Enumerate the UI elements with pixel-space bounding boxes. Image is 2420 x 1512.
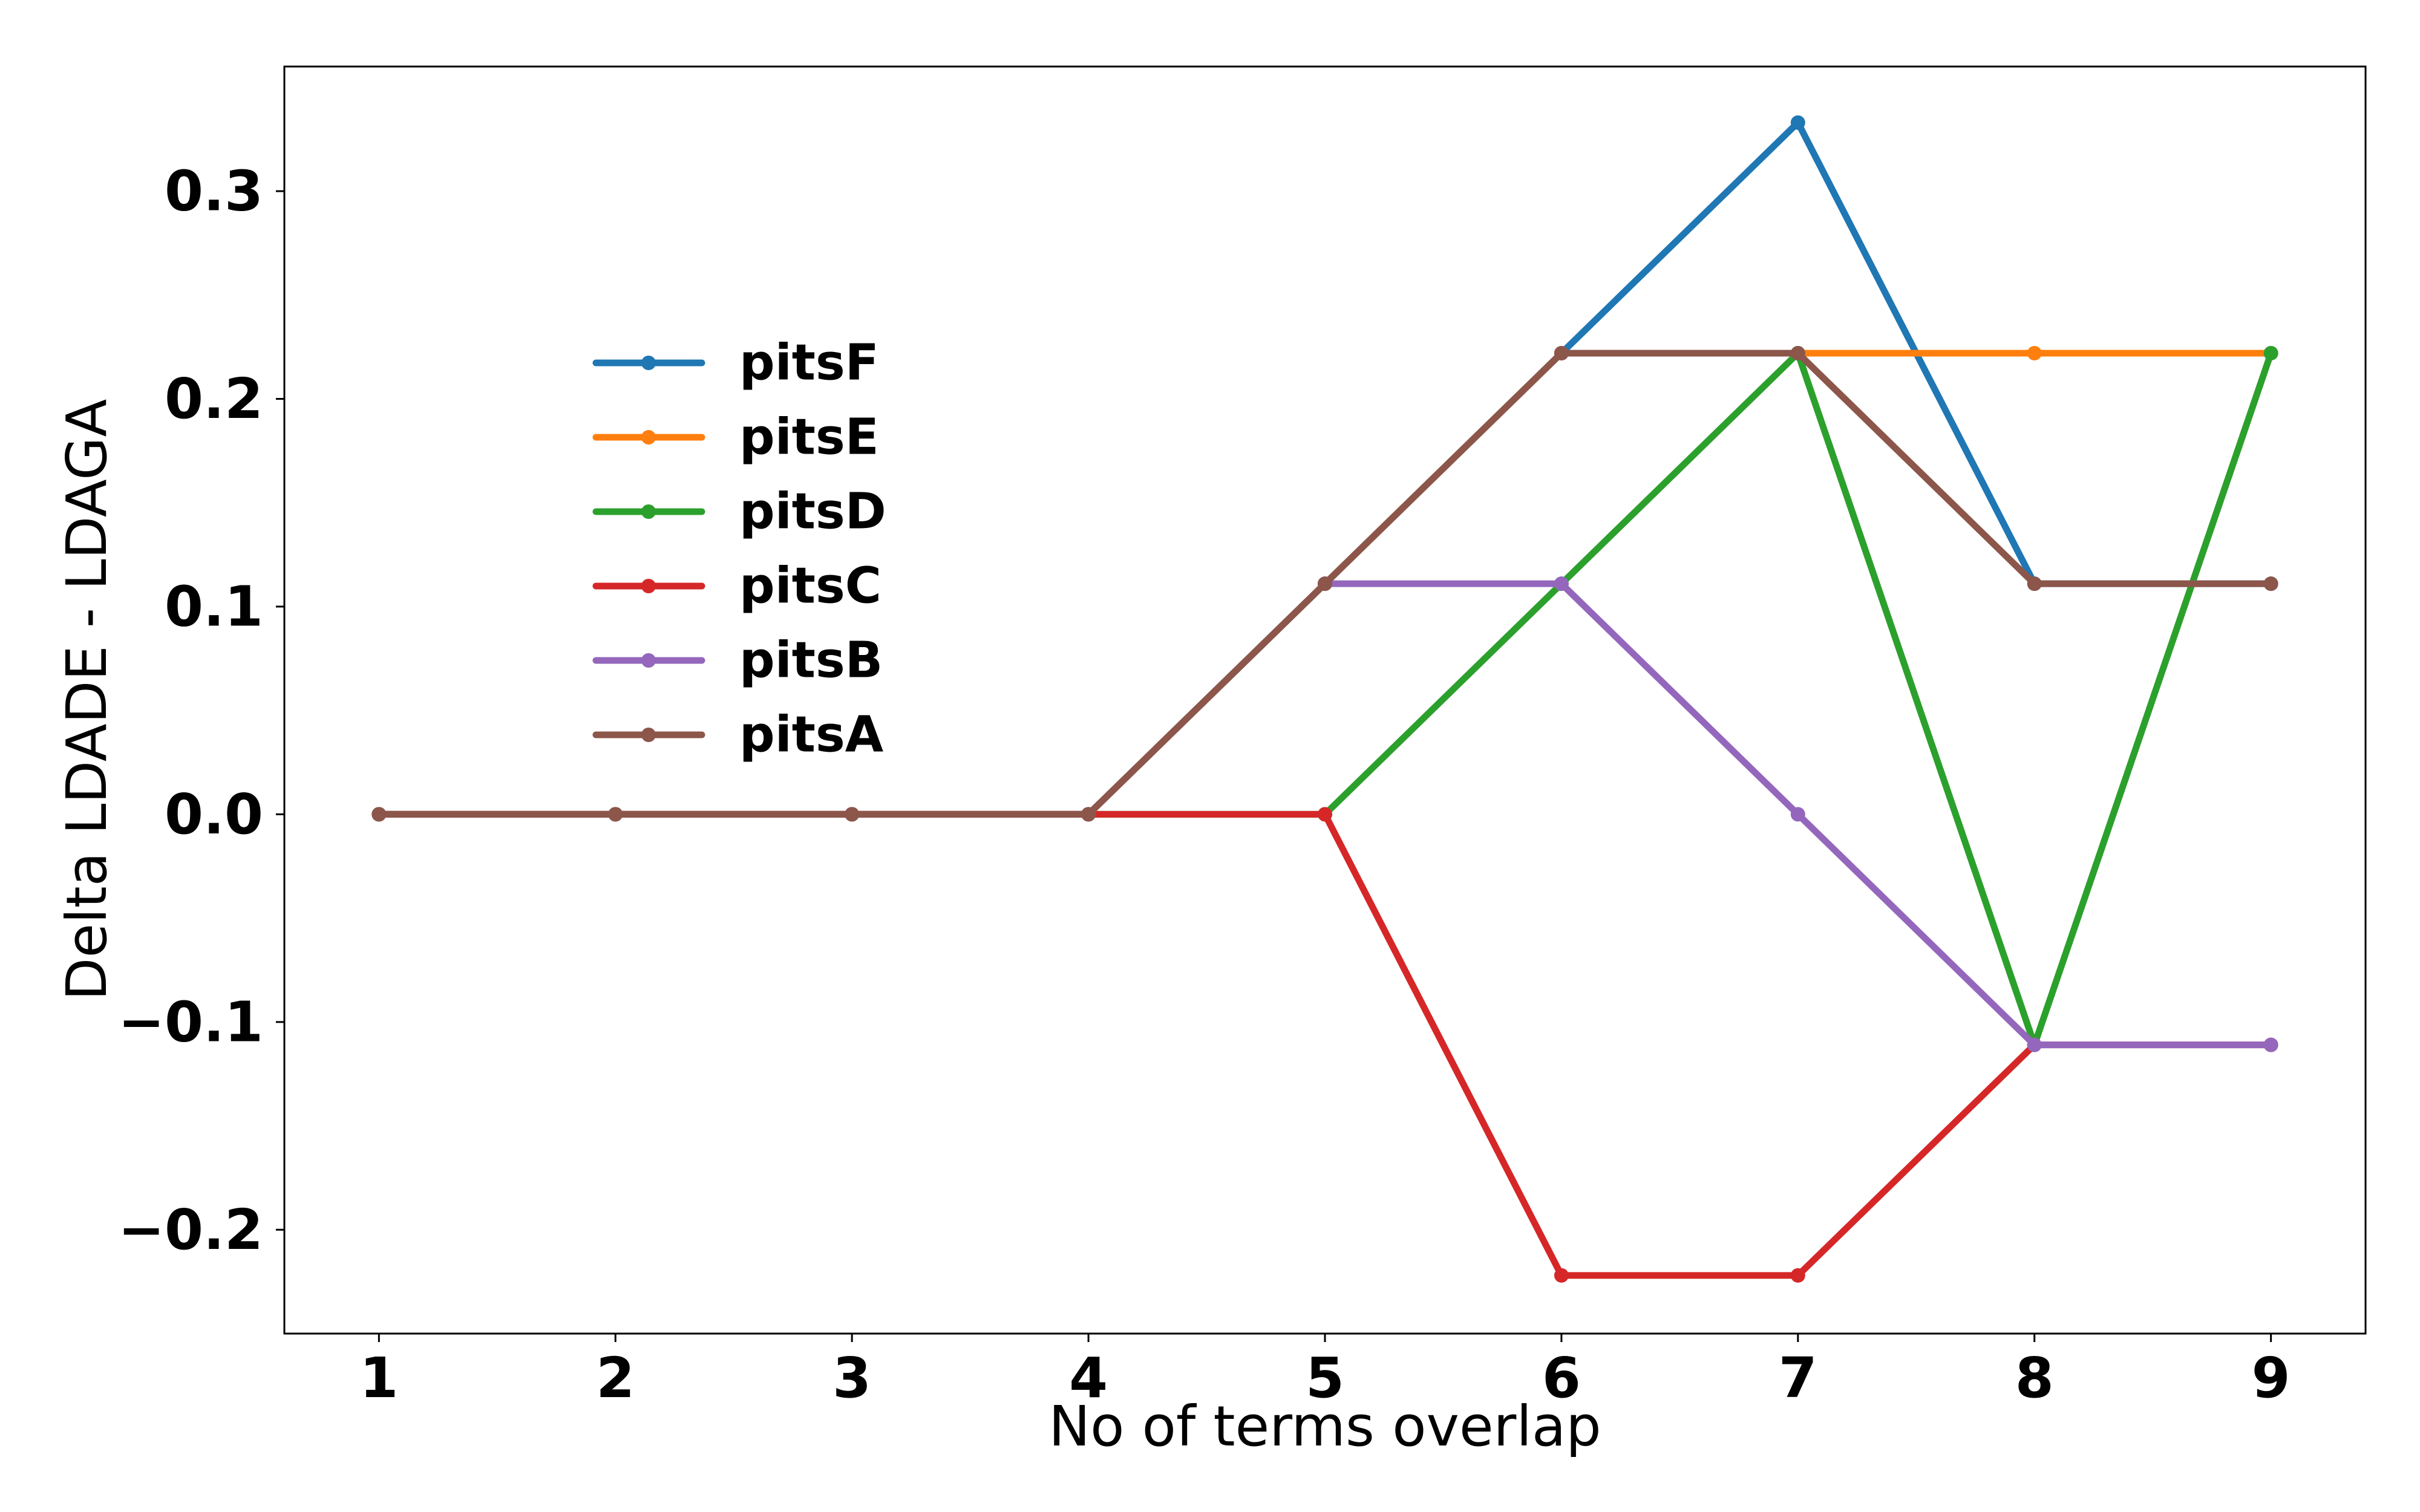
series-line-pitsD	[375, 350, 2275, 1049]
x-tick-label: 8	[2015, 1346, 2054, 1410]
data-point-pitsF	[1790, 115, 1805, 130]
x-tick-label: 6	[1542, 1346, 1581, 1410]
data-point-pitsA	[2027, 576, 2042, 591]
data-point-pitsC	[1318, 807, 1332, 822]
legend-marker	[641, 356, 656, 370]
series-pitsC	[371, 807, 2278, 1283]
data-point-pitsC	[1790, 1268, 1805, 1283]
legend-marker	[641, 653, 656, 668]
y-tick-label: 0.3	[165, 159, 263, 224]
legend-label: pitsB	[739, 632, 883, 689]
y-tick-label: −0.1	[118, 989, 263, 1054]
legend-label: pitsE	[739, 409, 879, 466]
series-pitsA	[371, 345, 2278, 822]
data-point-pitsD	[2263, 345, 2278, 360]
legend-label: pitsC	[739, 558, 881, 615]
legend-label: pitsD	[739, 483, 886, 541]
x-axis: 1 2 3 4 5 6 7 8 9	[359, 1334, 2291, 1410]
legend-item-pitsD: pitsD	[592, 483, 886, 541]
y-tick-label: 0.1	[165, 574, 263, 639]
legend-label: pitsF	[739, 334, 879, 392]
legend-item-pitsA: pitsA	[592, 706, 884, 764]
data-point-pitsB	[1790, 807, 1805, 822]
legend-marker	[641, 579, 656, 593]
legend-item-pitsB: pitsB	[592, 632, 883, 689]
y-tick-label: −0.2	[118, 1198, 263, 1262]
data-point-pitsA	[608, 807, 623, 822]
series-pitsF	[371, 115, 2278, 822]
data-point-pitsC	[1554, 1268, 1569, 1283]
data-point-pitsE	[2027, 345, 2042, 360]
x-tick-label: 2	[596, 1346, 635, 1410]
data-point-pitsA	[2263, 576, 2278, 591]
series-pitsD	[371, 345, 2278, 1052]
series-layer	[371, 115, 2278, 1283]
data-point-pitsA	[845, 807, 860, 822]
data-point-pitsB	[2263, 1037, 2278, 1052]
x-tick-label: 5	[1306, 1346, 1344, 1410]
data-point-pitsA	[1081, 807, 1096, 822]
legend-marker	[641, 728, 656, 742]
y-axis-label: Delta LDADE - LDAGA	[54, 399, 119, 1001]
legend-marker	[641, 430, 656, 445]
x-axis-label: No of terms overlap	[1048, 1394, 1601, 1459]
data-point-pitsA	[1318, 576, 1332, 591]
x-tick-label: 4	[1069, 1346, 1108, 1410]
x-tick-label: 9	[2252, 1346, 2291, 1410]
series-line-pitsC	[375, 810, 2275, 1279]
data-point-pitsA	[1790, 345, 1805, 360]
legend-label: pitsA	[739, 706, 884, 764]
data-point-pitsB	[1554, 576, 1569, 591]
legend: pitsF pitsE pitsD pitsC pitsB pitsA	[592, 334, 886, 764]
y-tick-label: 0.0	[165, 782, 263, 847]
x-tick-label: 3	[832, 1346, 871, 1410]
data-point-pitsB	[2027, 1037, 2042, 1052]
series-line-pitsF	[375, 119, 2275, 818]
x-tick-label: 7	[1779, 1346, 1817, 1410]
data-point-pitsA	[371, 807, 387, 822]
legend-item-pitsC: pitsC	[592, 558, 881, 615]
x-tick-label: 1	[359, 1346, 398, 1410]
plot-frame	[283, 65, 2367, 1335]
legend-item-pitsF: pitsF	[592, 334, 879, 392]
y-tick-label: 0.2	[165, 367, 263, 431]
legend-marker	[641, 504, 656, 519]
legend-item-pitsE: pitsE	[592, 409, 879, 466]
data-point-pitsA	[1554, 345, 1569, 360]
y-axis: −0.2 −0.1 0.0 0.1 0.2 0.3	[118, 159, 284, 1262]
